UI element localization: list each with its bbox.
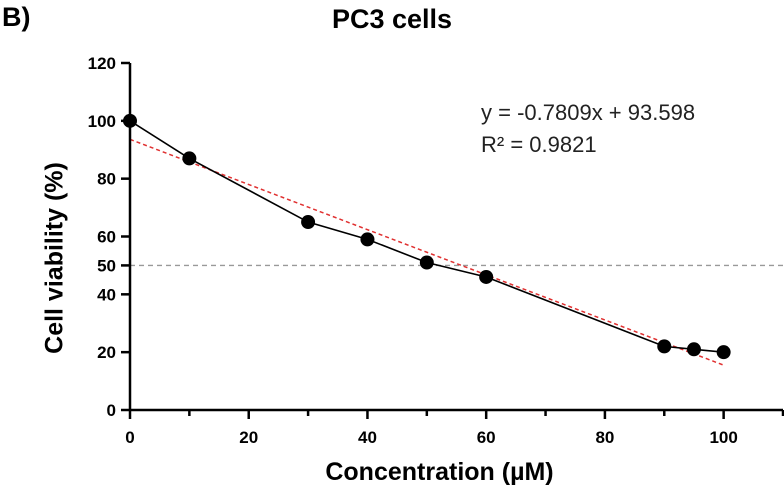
data-point bbox=[301, 215, 316, 230]
equation-text: y = -0.7809x + 93.598 bbox=[481, 100, 696, 125]
x-tick-label: 40 bbox=[358, 428, 377, 447]
data-point bbox=[419, 255, 434, 270]
r-squared-text: R² = 0.9821 bbox=[481, 132, 597, 157]
x-tick-label: 0 bbox=[125, 428, 134, 447]
panel-label: B) bbox=[2, 2, 31, 32]
y-tick-label: 0 bbox=[107, 401, 116, 420]
trendline bbox=[129, 138, 724, 366]
y-tick-label: 20 bbox=[97, 343, 116, 362]
x-axis-label: Concentration (µM) bbox=[325, 458, 554, 486]
y-tick-label: 60 bbox=[97, 228, 116, 247]
data-point bbox=[657, 339, 672, 354]
data-point bbox=[716, 345, 731, 360]
data-point bbox=[686, 342, 701, 357]
y-tick-label: 120 bbox=[88, 54, 116, 73]
data-point bbox=[182, 151, 197, 166]
y-tick-label: 40 bbox=[97, 285, 116, 304]
regression-annotation: y = -0.7809x + 93.598 R² = 0.9821 bbox=[481, 97, 695, 161]
chart-title: PC3 cells bbox=[331, 4, 453, 34]
y-tick-label: 80 bbox=[97, 170, 116, 189]
data-point bbox=[123, 113, 137, 128]
data-point bbox=[360, 232, 375, 247]
y-tick-label: 100 bbox=[88, 112, 116, 131]
data-point bbox=[479, 269, 494, 284]
x-tick-label: 60 bbox=[477, 428, 496, 447]
x-tick-label: 20 bbox=[239, 428, 258, 447]
y-tick-label: 50 bbox=[97, 256, 116, 275]
x-tick-label: 100 bbox=[709, 428, 737, 447]
series-line bbox=[129, 120, 724, 353]
x-tick-label: 80 bbox=[595, 428, 614, 447]
